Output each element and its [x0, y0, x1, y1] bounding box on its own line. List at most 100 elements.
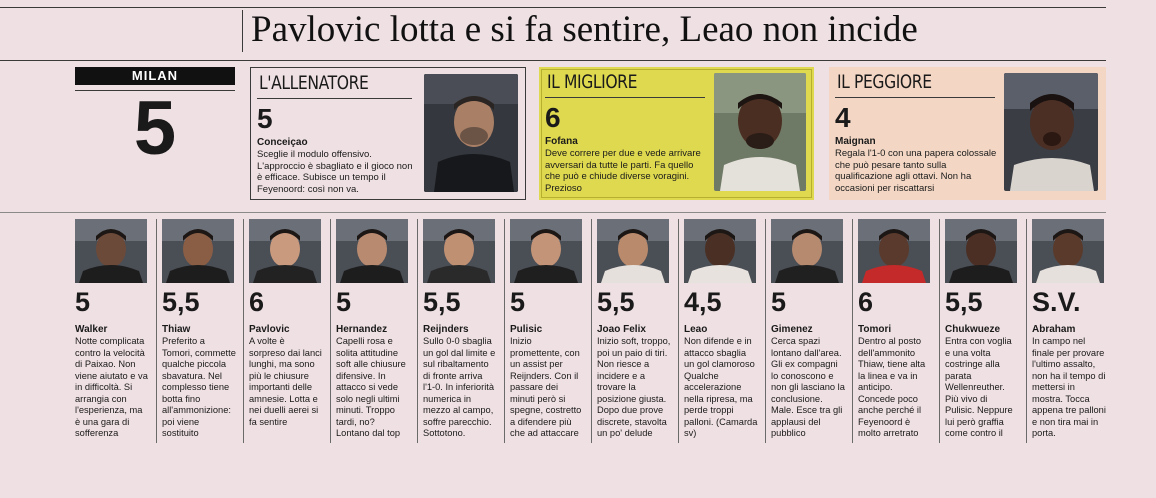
column-separator [330, 219, 331, 443]
worst-player-grade: 4 [835, 102, 851, 133]
player-name: Thiaw [162, 324, 191, 335]
best-player-comment: Deve correre per due e vede arrivare avv… [545, 148, 701, 194]
column-separator [852, 219, 853, 443]
player-grade: 5,5 [597, 287, 635, 317]
column-separator [504, 219, 505, 443]
worst-player-photo [1004, 73, 1098, 191]
worst-player-box: IL PEGGIORE 4 Maignan Regala l'1-0 con u… [829, 67, 1106, 200]
best-player-box: IL MIGLIORE 6 Fofana Deve correre per du… [539, 67, 814, 200]
player-grade: 5 [336, 287, 352, 317]
best-player-name: Fofana [545, 136, 578, 147]
player-photo [510, 219, 582, 283]
player-comment: Preferito a Tomori, commette qualche pic… [162, 336, 236, 438]
player-photo [945, 219, 1017, 283]
player-grade: 5,5 [162, 287, 200, 317]
player-card: 5,5 Chukwueze Entra con voglia e una volta… [945, 219, 1021, 438]
best-player-box-frame [541, 69, 812, 198]
coach-photo [424, 74, 518, 192]
player-card: 5,5 Reijnders Sullo 0-0 sbaglia un gol dal… [423, 219, 499, 438]
player-card: 5,5 Joao Felix Inizio soft, troppo, poi un… [597, 219, 673, 438]
player-name: Pulisic [510, 324, 543, 335]
player-comment: In campo nel finale per provare l'ultimo… [1032, 336, 1106, 438]
player-name: Abraham [1032, 324, 1076, 335]
worst-player-comment: Regala l'1-0 con una papera colossale ch… [835, 148, 997, 194]
player-grade: 5 [510, 287, 526, 317]
player-comment: Notte complicata contro la velocità di P… [75, 336, 148, 438]
player-card: 5 Walker Notte complicata contro la veloci… [75, 219, 151, 438]
player-grade: S.V. [1032, 287, 1081, 317]
player-photo [771, 219, 843, 283]
player-name: Chukwueze [945, 324, 1001, 335]
headline-rule [0, 60, 1106, 61]
column-separator [939, 219, 940, 443]
headline: Pavlovic lotta e si fa sentire, Leao non… [242, 10, 918, 52]
player-comment: Cerca spazi lontano dall'area. Gli ex co… [771, 336, 845, 438]
player-card: 5 Gimenez Cerca spazi lontano dall'area. G… [771, 219, 847, 438]
coach-comment: Sceglie il modulo offensivo. L'approccio… [257, 149, 413, 195]
player-photo [684, 219, 756, 283]
player-comment: Capelli rosa e solita attitudine soft al… [336, 336, 406, 438]
worst-player-box-divider [835, 97, 995, 98]
player-comment: Entra con voglia e una volta costringe a… [945, 336, 1013, 438]
player-name: Pavlovic [249, 324, 290, 335]
best-player-photo [714, 73, 806, 191]
coach-box: L'ALLENATORE 5 Conceiçao Sceglie il modu… [250, 67, 526, 200]
column-separator [591, 219, 592, 443]
player-grade: 5 [771, 287, 787, 317]
column-separator [417, 219, 418, 443]
coach-grade: 5 [257, 103, 273, 134]
player-photo [336, 219, 408, 283]
best-player-box-title: IL MIGLIORE [547, 71, 638, 93]
player-card: S.V. Abraham In campo nel finale per prova… [1032, 219, 1108, 438]
top-rule [0, 7, 1106, 8]
team-name: MILAN [75, 67, 235, 85]
player-comment: Non difende e in attacco sbaglia un gol … [684, 336, 758, 438]
column-separator [765, 219, 766, 443]
player-card: 5 Pulisic Inizio promettente, con un assis… [510, 219, 586, 438]
player-photo [858, 219, 930, 283]
team-divider [75, 90, 235, 91]
player-name: Reijnders [423, 324, 469, 335]
section-rule [0, 212, 1106, 213]
player-photo [75, 219, 147, 283]
player-photo [162, 219, 234, 283]
player-photo [1032, 219, 1104, 283]
coach-name: Conceiçao [257, 137, 308, 148]
player-card: 6 Pavlovic A volte è sorpreso dai lanci lu… [249, 219, 325, 427]
worst-player-name: Maignan [835, 136, 876, 147]
player-card: 5 Hernandez Capelli rosa e solita attitudi… [336, 219, 412, 438]
player-name: Leao [684, 324, 708, 335]
player-name: Hernandez [336, 324, 388, 335]
player-grade: 5 [75, 287, 91, 317]
column-separator [243, 219, 244, 443]
player-grade: 5,5 [423, 287, 461, 317]
player-name: Gimenez [771, 324, 813, 335]
column-separator [678, 219, 679, 443]
player-grade: 4,5 [684, 287, 722, 317]
player-grade: 6 [858, 287, 874, 317]
coach-box-title: L'ALLENATORE [259, 72, 369, 94]
column-separator [1026, 219, 1027, 443]
player-comment: Inizio promettente, con un assist per Re… [510, 336, 582, 438]
player-photo [249, 219, 321, 283]
worst-player-box-title: IL PEGGIORE [837, 71, 932, 93]
best-player-grade: 6 [545, 102, 561, 133]
player-comment: Inizio soft, troppo, poi un paio di tiri… [597, 336, 671, 438]
player-comment: A volte è sorpreso dai lanci lunghi, ma … [249, 336, 322, 427]
column-separator [156, 219, 157, 443]
player-name: Tomori [858, 324, 892, 335]
player-grade: 5,5 [945, 287, 983, 317]
player-card: 5,5 Thiaw Preferito a Tomori, commette qua… [162, 219, 238, 438]
coach-box-divider [257, 98, 412, 99]
player-name: Walker [75, 324, 108, 335]
player-photo [423, 219, 495, 283]
player-photo [597, 219, 669, 283]
player-name: Joao Felix [597, 324, 646, 335]
player-card: 6 Tomori Dentro al posto dell'ammonito Thi… [858, 219, 934, 438]
team-grade: 5 [133, 86, 177, 171]
player-card: 4,5 Leao Non difende e in attacco sbaglia … [684, 219, 760, 438]
best-player-box-divider [545, 97, 705, 98]
player-comment: Sullo 0-0 sbaglia un gol dal limite e su… [423, 336, 496, 438]
player-grade: 6 [249, 287, 265, 317]
player-comment: Dentro al posto dell'ammonito Thiaw, tie… [858, 336, 926, 438]
